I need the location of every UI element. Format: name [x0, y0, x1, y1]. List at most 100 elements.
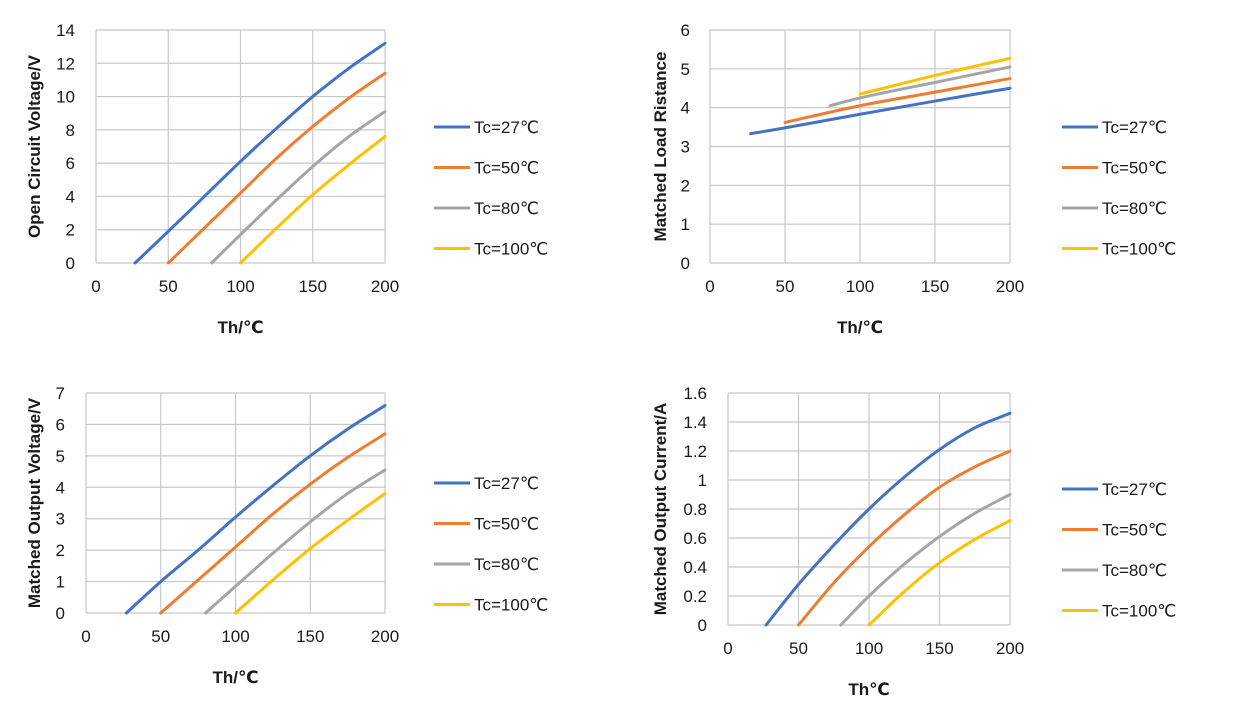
- legend-label-2: Tc=50℃: [1102, 159, 1167, 178]
- x-tick-label: 50: [151, 627, 170, 646]
- x-tick-label: 150: [925, 639, 953, 658]
- legend-label-2: Tc=50℃: [474, 515, 539, 534]
- y-tick-label: 0.2: [683, 587, 707, 606]
- series-line-4: [239, 135, 387, 265]
- x-tick-label: 200: [996, 639, 1024, 658]
- series-lines: [133, 41, 387, 265]
- x-tick-label: 200: [996, 277, 1024, 296]
- y-tick-label: 0.8: [683, 500, 707, 519]
- y-tick-label: 6: [681, 21, 690, 40]
- y-tick-labels: 0 1 2 3 4 5 6: [681, 21, 690, 273]
- y-axis-title: Matched Load Ristance: [651, 52, 670, 242]
- legend-label-1: Tc=27℃: [474, 118, 539, 137]
- y-tick-labels: 0 1 2 3 4 5 6 7: [56, 384, 65, 623]
- series-line-1: [133, 41, 387, 265]
- series-line-3: [828, 65, 1012, 108]
- x-tick-label: 0: [81, 627, 90, 646]
- y-tick-labels: 0 2 4 6 8 10 12 14: [56, 21, 75, 273]
- legend-label-4: Tc=100℃: [1102, 240, 1176, 259]
- series-line-2: [166, 71, 387, 265]
- x-tick-label: 50: [789, 639, 808, 658]
- legend: Tc=27℃ Tc=50℃ Tc=80℃ Tc=100℃: [1062, 480, 1176, 621]
- y-tick-label: 1.6: [683, 384, 707, 403]
- legend-label-4: Tc=100℃: [474, 240, 548, 259]
- series-line-1: [764, 411, 1012, 627]
- y-tick-label: 0: [56, 604, 65, 623]
- legend-label-1: Tc=27℃: [1102, 480, 1167, 499]
- y-tick-label: 4: [56, 478, 65, 497]
- legend-label-2: Tc=50℃: [1102, 521, 1167, 540]
- y-tick-label: 12: [56, 54, 75, 73]
- x-tick-labels: 0 50 100 150 200: [723, 639, 1024, 658]
- x-tick-labels: 0 50 100 150 200: [91, 277, 399, 296]
- y-tick-labels: 0 0.2 0.4 0.6 0.8 1 1.2 1.4 1.6: [683, 384, 707, 635]
- y-tick-label: 5: [56, 447, 65, 466]
- legend-label-3: Tc=80℃: [1102, 561, 1167, 580]
- x-axis-title: Th/℃: [212, 668, 258, 687]
- x-tick-label: 100: [226, 277, 254, 296]
- legend-label-1: Tc=27℃: [1102, 118, 1167, 137]
- y-tick-label: 0.6: [683, 529, 707, 548]
- series-line-4: [234, 492, 387, 615]
- x-tick-label: 150: [921, 277, 949, 296]
- x-axis-title: Th/℃: [217, 318, 263, 337]
- legend-label-1: Tc=27℃: [474, 474, 539, 493]
- y-tick-label: 0.4: [683, 558, 707, 577]
- legend-label-3: Tc=80℃: [474, 555, 539, 574]
- series-line-1: [749, 86, 1012, 136]
- series-line-3: [839, 493, 1012, 627]
- y-tick-label: 4: [66, 187, 75, 206]
- x-tick-label: 50: [159, 277, 178, 296]
- y-tick-label: 5: [681, 60, 690, 79]
- legend-label-3: Tc=80℃: [1102, 199, 1167, 218]
- x-tick-label: 0: [91, 277, 100, 296]
- series-line-4: [867, 519, 1012, 627]
- series-lines: [749, 56, 1012, 136]
- x-tick-labels: 0 50 100 150 200: [705, 277, 1024, 296]
- y-tick-label: 2: [66, 221, 75, 240]
- y-tick-label: 6: [66, 154, 75, 173]
- y-tick-label: 2: [681, 176, 690, 195]
- x-tick-label: 100: [846, 277, 874, 296]
- x-tick-label: 0: [723, 639, 732, 658]
- chart-3: 0 1 2 3 4 5 6 7 0 50 100 150 200 Th/℃ Matched Output V…: [25, 384, 548, 687]
- y-tick-label: 14: [56, 21, 75, 40]
- series-line-4: [858, 56, 1012, 96]
- series-lines: [764, 411, 1012, 627]
- legend: Tc=27℃ Tc=50℃ Tc=80℃ Tc=100℃: [434, 474, 548, 615]
- y-tick-label: 3: [56, 510, 65, 529]
- y-tick-label: 2: [56, 541, 65, 560]
- x-tick-label: 50: [776, 277, 795, 296]
- y-tick-label: 4: [681, 99, 690, 118]
- chart-1: 0 2 4 6 8 10 12 14 0 50 100 150 200 Th/℃ Open Circuit …: [25, 21, 548, 337]
- x-tick-label: 150: [299, 277, 327, 296]
- series-line-3: [204, 468, 387, 615]
- series-line-1: [124, 404, 387, 615]
- x-tick-label: 0: [705, 277, 714, 296]
- x-tick-label: 200: [371, 627, 399, 646]
- x-tick-label: 200: [371, 277, 399, 296]
- y-tick-label: 8: [66, 121, 75, 140]
- gridlines: [95, 29, 386, 264]
- y-tick-label: 1.2: [683, 442, 707, 461]
- y-tick-label: 0: [698, 616, 707, 635]
- y-axis-title: Open Circuit Voltage/V: [25, 54, 44, 238]
- legend-label-4: Tc=100℃: [474, 596, 548, 615]
- legend: Tc=27℃ Tc=50℃ Tc=80℃ Tc=100℃: [434, 118, 548, 259]
- x-axis-title: Th/℃: [837, 318, 883, 337]
- x-tick-labels: 0 50 100 150 200: [81, 627, 399, 646]
- y-tick-label: 0: [66, 254, 75, 273]
- y-axis-title: Matched Output Voltage/V: [25, 397, 44, 608]
- y-tick-label: 1: [681, 215, 690, 234]
- y-tick-label: 1: [698, 471, 707, 490]
- series-line-2: [783, 77, 1012, 124]
- y-tick-label: 10: [56, 88, 75, 107]
- legend-label-3: Tc=80℃: [474, 199, 539, 218]
- x-tick-label: 100: [855, 639, 883, 658]
- legend-label-4: Tc=100℃: [1102, 602, 1176, 621]
- legend-label-2: Tc=50℃: [474, 159, 539, 178]
- series-line-2: [797, 449, 1012, 627]
- x-tick-label: 100: [221, 627, 249, 646]
